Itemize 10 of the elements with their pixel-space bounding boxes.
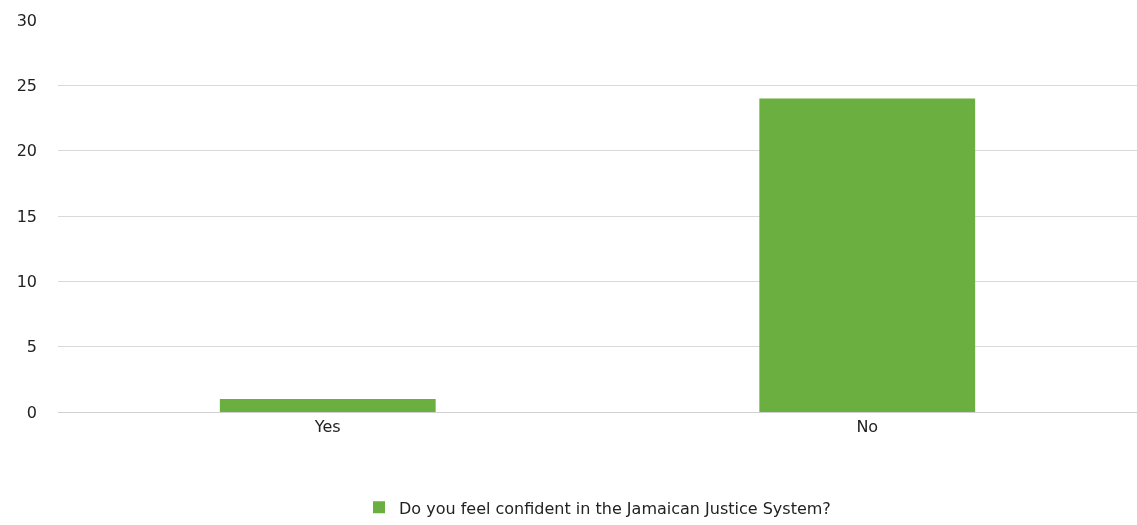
y-tick-label: 0 [26,402,37,422]
y-tick-label: 20 [16,141,37,161]
x-tick-label: No [856,417,879,437]
y-tick-label: 15 [16,206,37,226]
y-tick-label: 10 [16,271,37,291]
y-tick-label: 25 [16,75,37,95]
y-tick-label: 30 [16,10,37,30]
y-tick-label: 5 [26,337,37,357]
x-tick-label: Yes [313,417,341,437]
legend-label: Do you feel confident in the Jamaican Justice System? [399,498,831,518]
